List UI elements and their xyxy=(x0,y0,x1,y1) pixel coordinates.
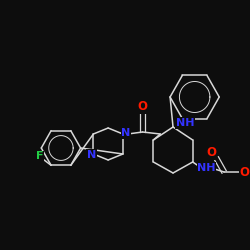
Text: NH: NH xyxy=(176,118,194,128)
Text: F: F xyxy=(36,151,43,161)
Text: O: O xyxy=(240,166,250,178)
Text: O: O xyxy=(206,146,216,160)
Text: O: O xyxy=(138,100,147,114)
Text: N: N xyxy=(87,150,96,160)
Text: N: N xyxy=(121,128,130,138)
Text: NH: NH xyxy=(197,163,216,173)
